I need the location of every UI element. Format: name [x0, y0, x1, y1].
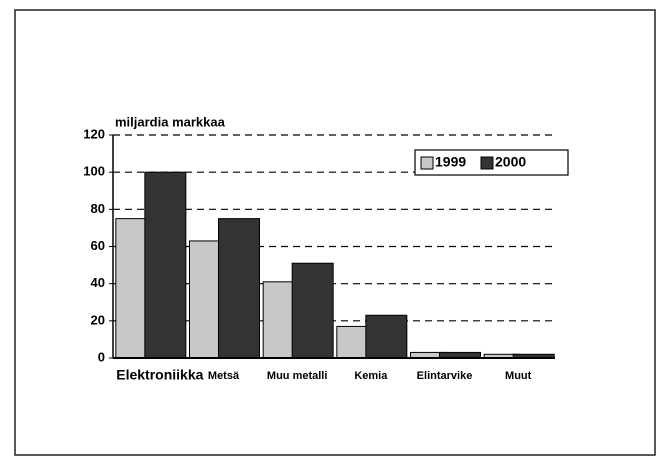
bar [144, 171, 187, 359]
x-tick-label: Elintarvike [417, 370, 473, 382]
frame [14, 9, 656, 456]
legend-swatch [420, 156, 434, 170]
bar [291, 262, 334, 359]
x-tick-label: Elektroniikka [116, 367, 203, 383]
legend-swatch [480, 156, 494, 170]
x-tick-label: Muu metalli [267, 370, 328, 382]
x-tick-label: Kemia [354, 370, 388, 382]
legend-box [414, 149, 569, 176]
legend-label: 2000 [495, 154, 526, 170]
x-tick-label: Metsä [208, 370, 240, 382]
y-tick-label: 60 [91, 238, 105, 253]
y-tick-label: 80 [91, 201, 105, 216]
y-tick-label: 100 [83, 164, 105, 179]
y-tick-label: 20 [91, 312, 105, 327]
x-tick-label: Muut [505, 370, 532, 382]
bar [365, 314, 408, 359]
y-tick-label: 40 [91, 275, 105, 290]
legend-label: 1999 [435, 154, 466, 170]
bar [218, 218, 260, 359]
y-tick-label: 0 [98, 349, 105, 364]
y-axis-label: miljardia markkaa [115, 114, 226, 129]
y-tick-label: 120 [83, 126, 105, 141]
